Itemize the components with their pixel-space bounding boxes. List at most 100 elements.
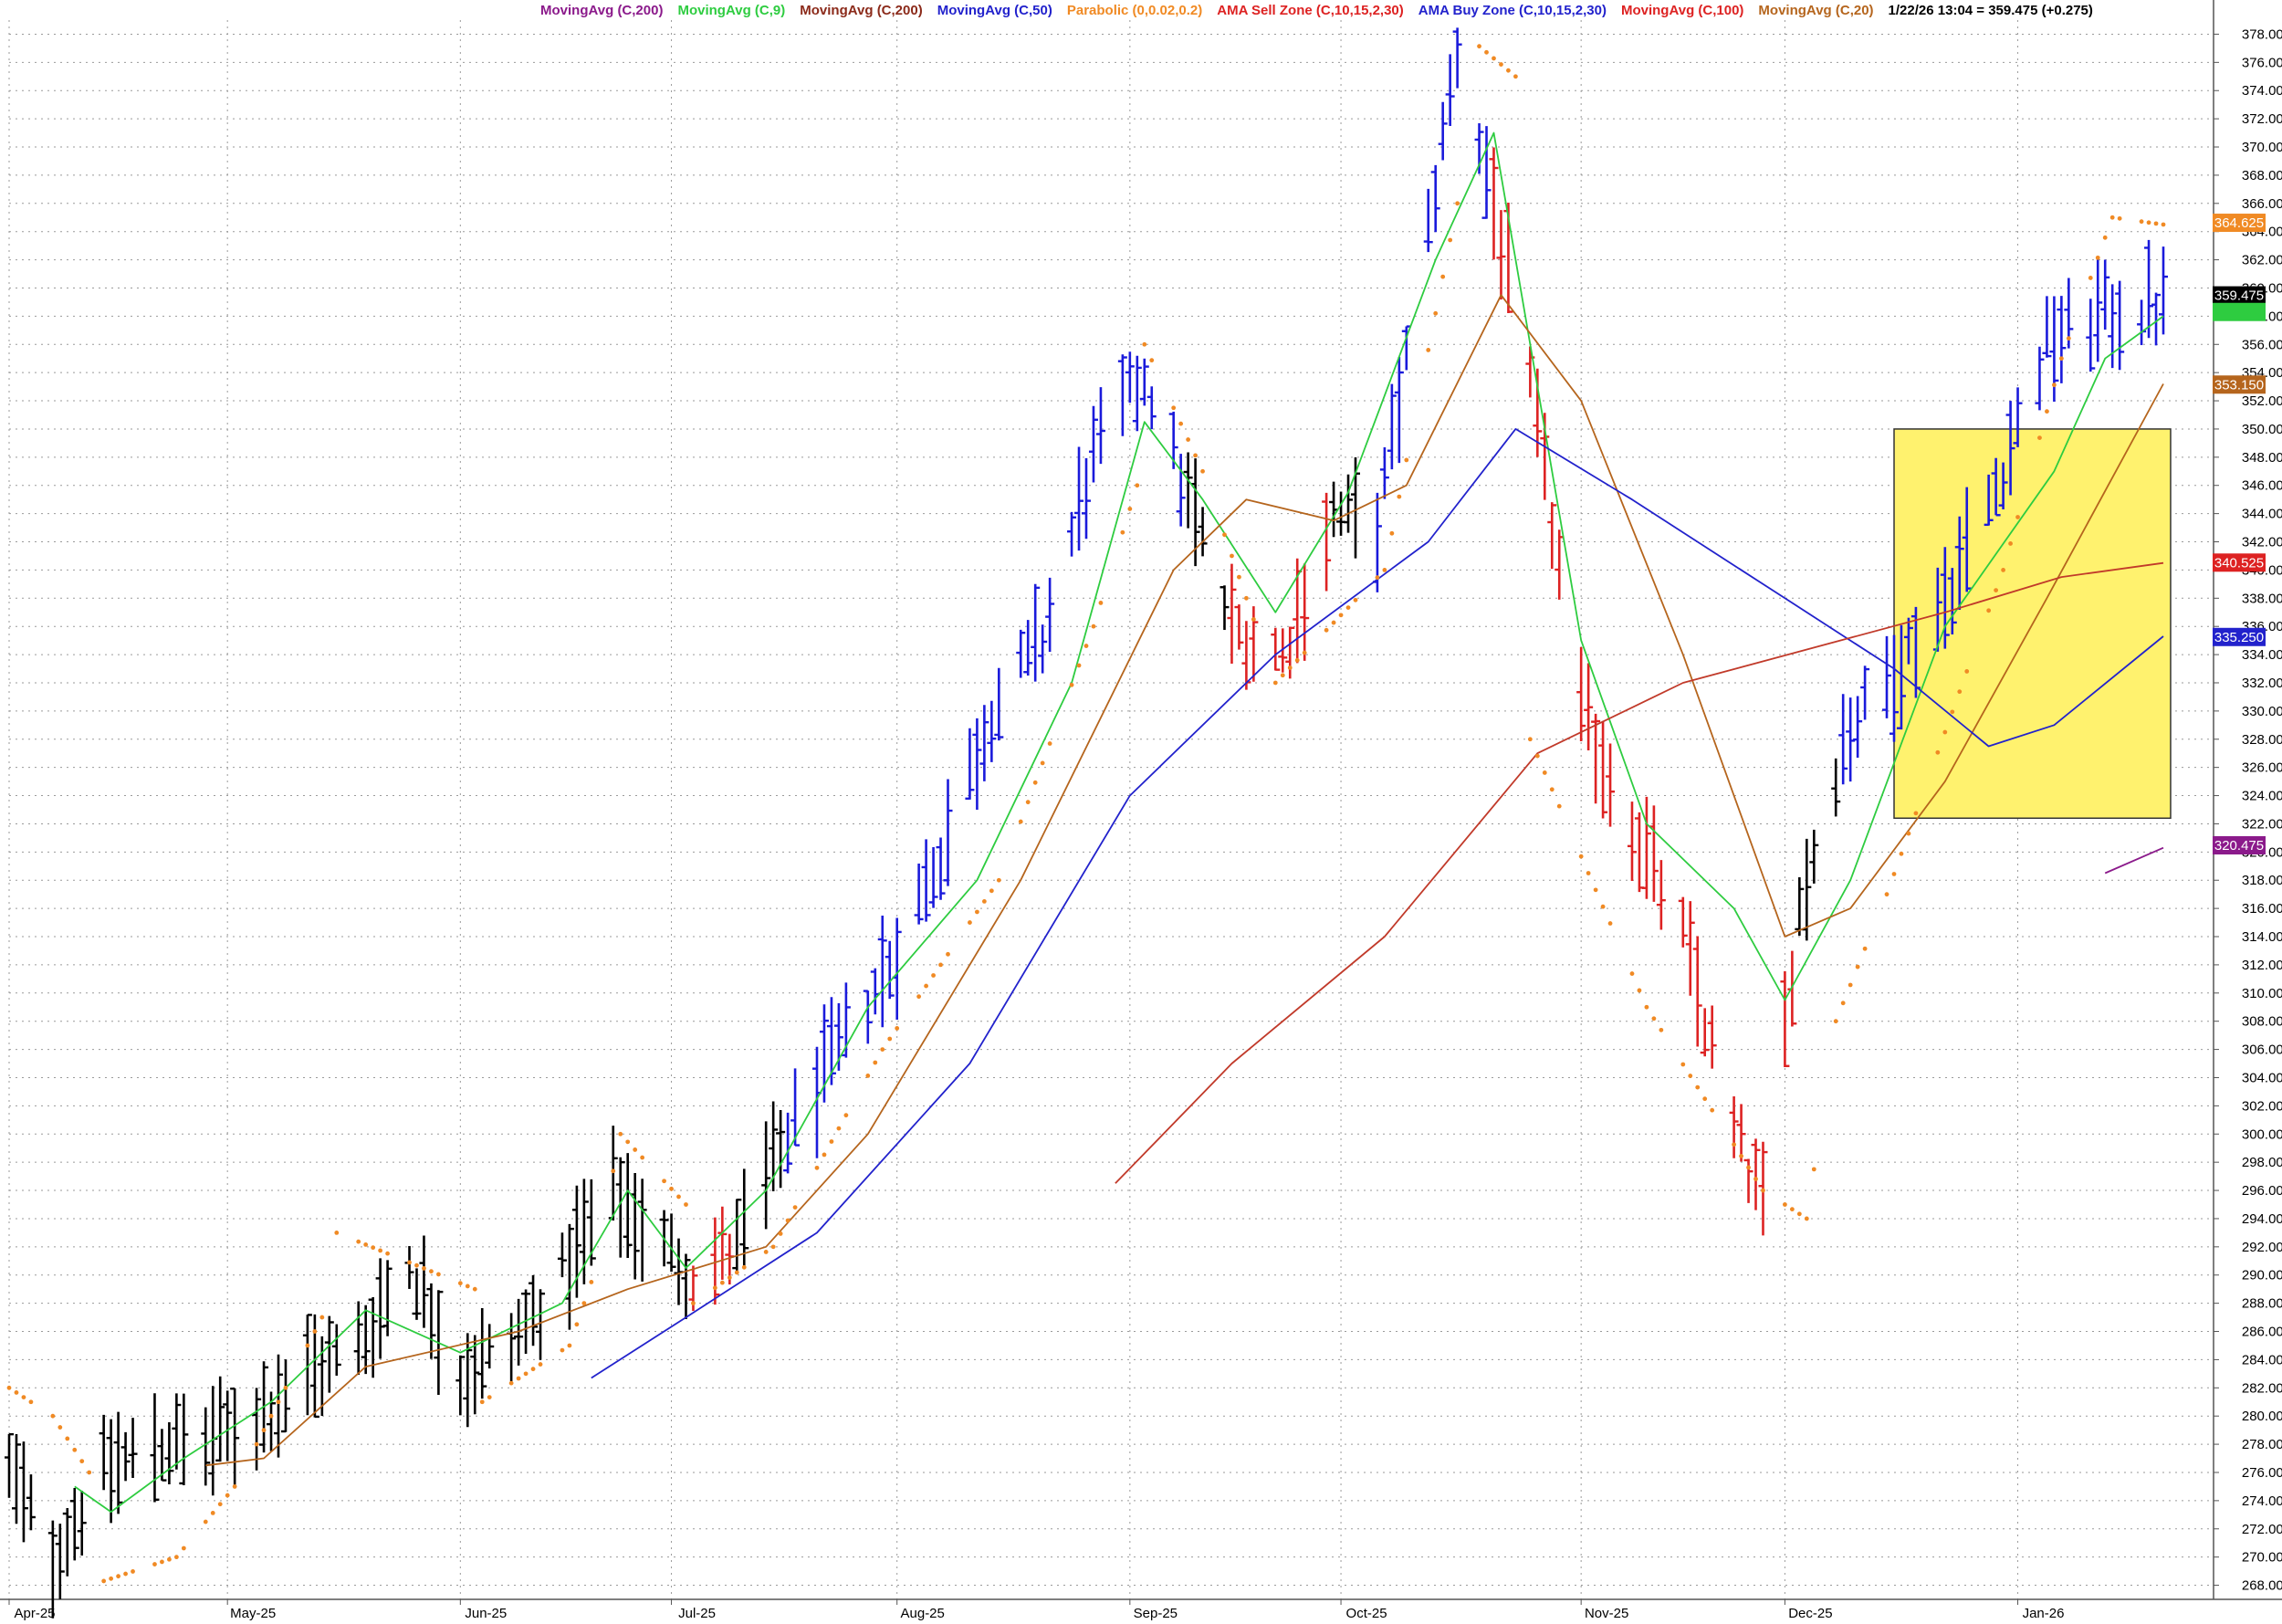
- ohlc-bars: [5, 27, 2168, 1619]
- ohlc-bar: [2042, 296, 2052, 358]
- sar-dot: [895, 1026, 900, 1031]
- y-tick-label: 298.000: [2242, 1155, 2282, 1170]
- sar-dot: [1855, 964, 1860, 969]
- sar-dot: [1542, 770, 1547, 775]
- ohlc-bar: [77, 1491, 87, 1556]
- ohlc-bar: [1991, 457, 2001, 517]
- price-tag-bg: [2213, 286, 2266, 305]
- sar-dot: [210, 1510, 215, 1515]
- legend-item: Parabolic (0,0.02,0.2): [1067, 3, 1202, 18]
- sar-dot: [938, 962, 943, 968]
- sar-dot: [2139, 219, 2144, 225]
- ohlc-bar: [1198, 507, 1208, 557]
- ohlc-bar: [317, 1336, 327, 1416]
- price-tag: 359.475: [2213, 286, 2266, 305]
- indicator-legend: MovingAvg (C,200) MovingAvg (C,9) MovingAv…: [540, 3, 2093, 18]
- sar-dot: [1593, 887, 1598, 893]
- sar-dot: [2102, 235, 2108, 240]
- ohlc-bar: [1016, 629, 1026, 678]
- price-tag: 320.475: [2213, 836, 2266, 855]
- sar-dot: [1076, 663, 1082, 668]
- sar-dot: [916, 994, 922, 1000]
- sar-dot: [1127, 507, 1133, 511]
- sar-dot: [181, 1545, 186, 1551]
- y-tick-label: 314.000: [2242, 929, 2282, 945]
- sar-dot: [407, 1260, 412, 1265]
- ohlc-bar: [113, 1411, 123, 1514]
- sar-dot: [734, 1270, 739, 1275]
- ohlc-bar: [5, 1432, 14, 1498]
- sar-dot: [1302, 650, 1307, 655]
- y-tick-label: 334.000: [2242, 647, 2282, 663]
- y-tick-label: 310.000: [2242, 986, 2282, 1001]
- legend-item: AMA Buy Zone (C,10,15,2,30): [1418, 3, 1607, 18]
- sar-dot: [58, 1425, 63, 1430]
- sar-dot: [131, 1569, 135, 1574]
- ohlc-bar: [1452, 27, 1462, 89]
- y-tick-label: 294.000: [2242, 1211, 2282, 1227]
- sar-dot: [479, 1399, 485, 1405]
- sar-dot: [472, 1286, 477, 1292]
- ohlc-bar: [1998, 462, 2008, 509]
- ohlc-bar: [812, 1046, 822, 1158]
- sar-dot: [334, 1230, 340, 1235]
- ohlc-bar: [1780, 970, 1790, 1067]
- sar-dot: [712, 1285, 717, 1291]
- sar-dot: [778, 1231, 783, 1236]
- ohlc-bar: [1344, 474, 1354, 533]
- sar-dot: [589, 1280, 594, 1284]
- x-tick-label: Dec-25: [1788, 1606, 1832, 1621]
- moving-average-line: [2104, 846, 2164, 875]
- sar-dot: [1659, 1027, 1664, 1032]
- ohlc-bar: [681, 1253, 691, 1320]
- sar-dot: [1804, 1216, 1809, 1221]
- sar-dot: [2015, 515, 2020, 519]
- sar-dot: [87, 1470, 92, 1475]
- ohlc-bar: [994, 667, 1004, 741]
- ohlc-bar: [2115, 280, 2125, 371]
- ohlc-bar: [1678, 896, 1688, 948]
- sar-dot: [1994, 588, 1999, 593]
- moving-average-line: [74, 131, 2164, 1514]
- sar-dot: [465, 1283, 470, 1289]
- ohlc-bar: [1271, 627, 1281, 671]
- sar-dot: [414, 1263, 419, 1268]
- sar-dot: [1142, 341, 1147, 347]
- sar-dot: [1222, 532, 1227, 538]
- sar-dot: [487, 1395, 492, 1400]
- y-tick-label: 326.000: [2242, 760, 2282, 776]
- sar-dot: [225, 1493, 230, 1498]
- sar-dot: [1287, 665, 1293, 670]
- ohlc-bar: [1641, 796, 1651, 899]
- y-tick-label: 296.000: [2242, 1183, 2282, 1199]
- ohlc-bar: [1394, 357, 1404, 464]
- ohlc-bar: [1220, 585, 1230, 631]
- sar-dot: [123, 1571, 128, 1577]
- sar-dot: [116, 1574, 120, 1579]
- ohlc-bar: [776, 1109, 786, 1189]
- y-tick-label: 322.000: [2242, 816, 2282, 832]
- sar-dot: [618, 1131, 623, 1137]
- ohlc-bar: [1795, 876, 1805, 937]
- ohlc-bar: [1489, 147, 1499, 260]
- ohlc-bar: [1176, 454, 1186, 527]
- moving-average-line: [1115, 561, 2164, 1184]
- sar-dot: [1811, 1167, 1816, 1172]
- ohlc-bar: [826, 997, 836, 1085]
- sar-dot: [1193, 453, 1198, 458]
- y-tick-label: 270.000: [2242, 1550, 2282, 1566]
- sar-dot: [2109, 215, 2115, 220]
- sar-dot: [2146, 220, 2151, 225]
- ohlc-bar: [1445, 54, 1455, 126]
- x-tick-label: Jul-25: [678, 1606, 716, 1621]
- ohlc-bar: [302, 1314, 312, 1416]
- sar-dot: [1629, 971, 1635, 976]
- y-tick-label: 328.000: [2242, 732, 2282, 748]
- moving-average-lines: [74, 131, 2164, 1514]
- sar-dot: [1025, 800, 1031, 805]
- ohlc-bar: [99, 1414, 109, 1491]
- x-axis: Apr-25 May-25 Jun-25 Jul-25 Aug-25 Sep-25 Oct-…: [8, 1599, 2064, 1621]
- x-tick-label: Oct-25: [1346, 1606, 1387, 1621]
- ohlc-bar: [1067, 511, 1077, 557]
